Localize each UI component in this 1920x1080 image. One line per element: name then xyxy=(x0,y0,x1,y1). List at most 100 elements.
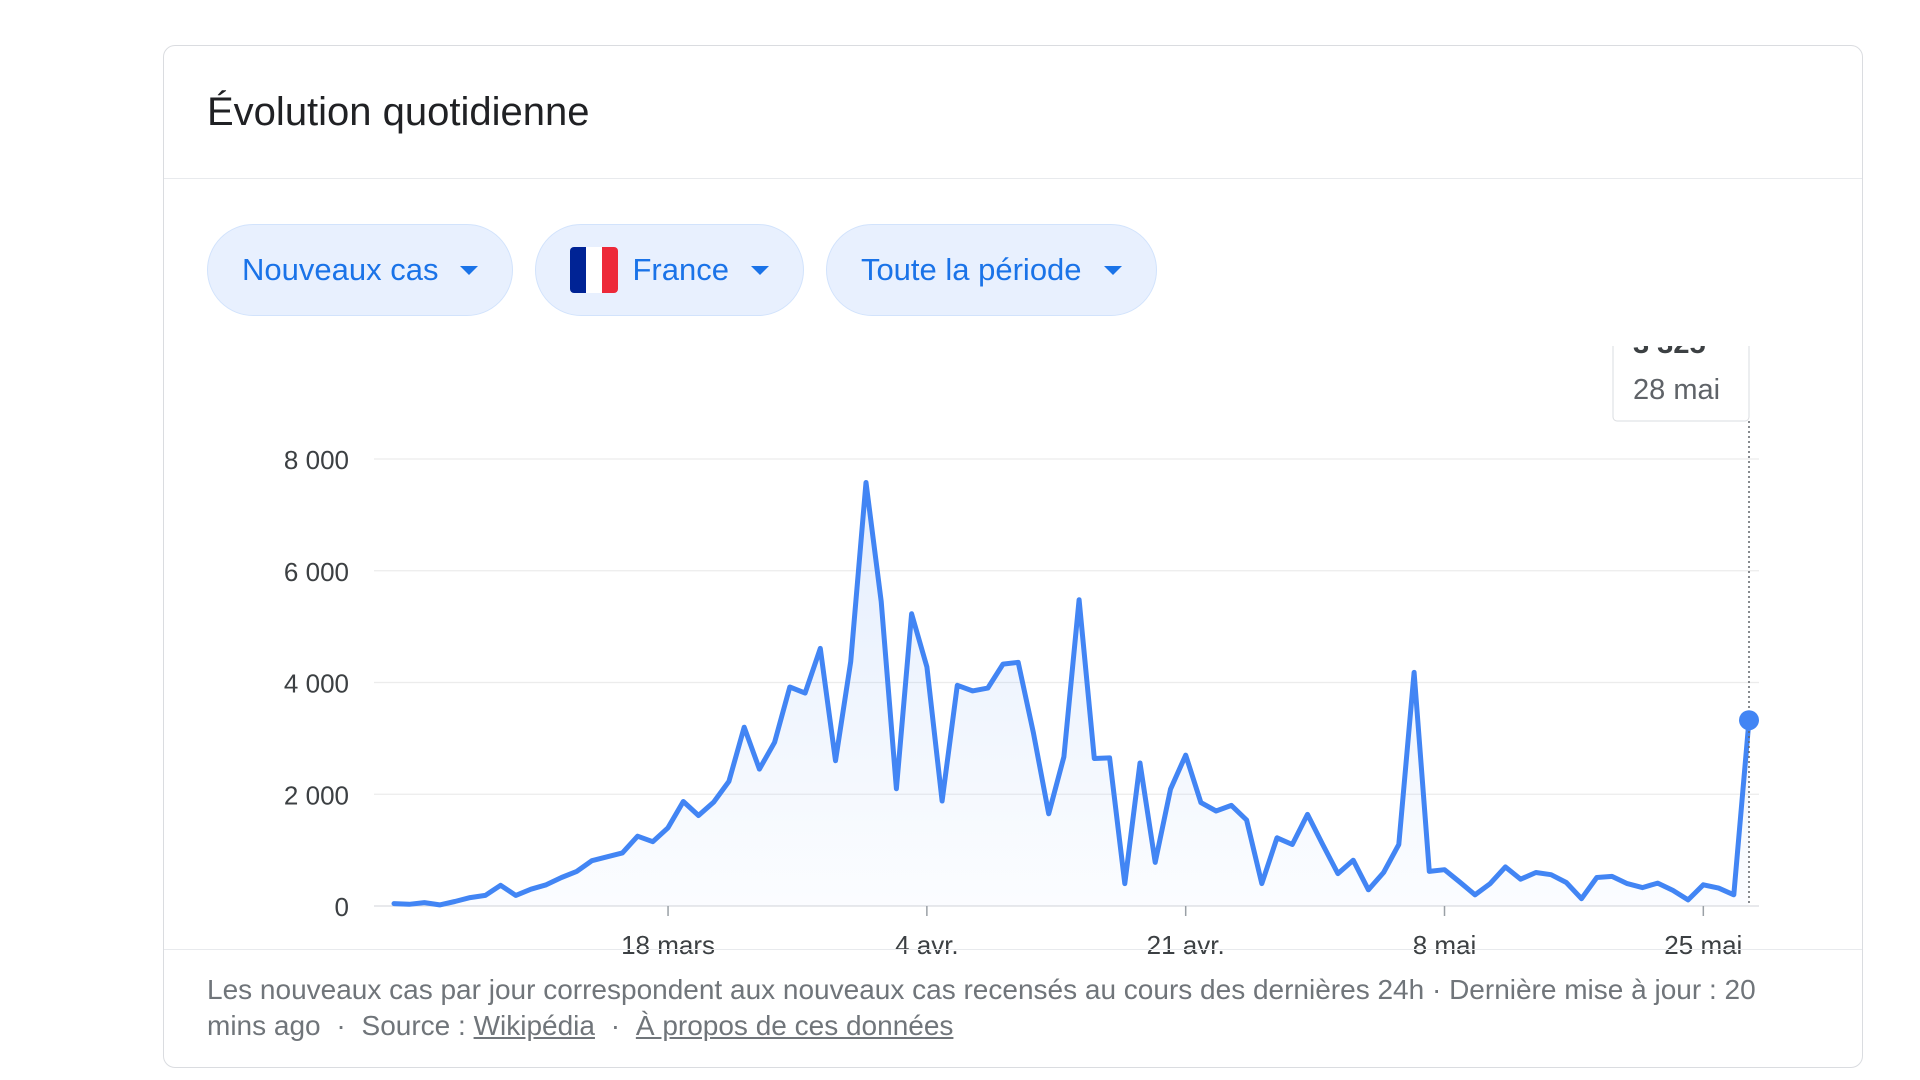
data-point[interactable] xyxy=(726,778,732,784)
data-point[interactable] xyxy=(1563,880,1569,886)
data-point[interactable] xyxy=(1579,896,1585,902)
data-point[interactable] xyxy=(635,833,641,839)
data-point[interactable] xyxy=(1472,892,1478,898)
data-point[interactable] xyxy=(954,682,960,688)
data-point[interactable] xyxy=(1365,887,1371,893)
data-point[interactable] xyxy=(1289,842,1295,848)
data-point[interactable] xyxy=(1076,597,1082,603)
data-point[interactable] xyxy=(1046,811,1052,817)
data-point[interactable] xyxy=(452,899,458,905)
data-point[interactable] xyxy=(437,902,443,908)
data-point[interactable] xyxy=(604,854,610,860)
data-point[interactable] xyxy=(833,758,839,764)
data-point[interactable] xyxy=(1670,887,1676,893)
data-point[interactable] xyxy=(391,901,397,907)
data-point[interactable] xyxy=(1335,871,1341,877)
data-point[interactable] xyxy=(1457,879,1463,885)
data-point[interactable] xyxy=(848,659,854,665)
data-point[interactable] xyxy=(1061,754,1067,760)
data-point[interactable] xyxy=(1442,867,1448,873)
data-point[interactable] xyxy=(1731,892,1737,898)
data-point[interactable] xyxy=(1655,880,1661,886)
data-point[interactable] xyxy=(1167,786,1173,792)
data-point[interactable] xyxy=(1624,881,1630,887)
data-point[interactable] xyxy=(1685,897,1691,903)
data-point[interactable] xyxy=(787,684,793,690)
data-point[interactable] xyxy=(650,839,656,845)
data-point[interactable] xyxy=(1518,876,1524,882)
data-point[interactable] xyxy=(1198,800,1204,806)
data-point[interactable] xyxy=(1152,859,1158,865)
data-point[interactable] xyxy=(1716,885,1722,891)
data-point[interactable] xyxy=(1213,808,1219,814)
data-point[interactable] xyxy=(1548,872,1554,878)
data-point[interactable] xyxy=(924,664,930,670)
data-point[interactable] xyxy=(802,690,808,696)
daily-cases-chart[interactable]: 0 2 000 4 000 6 000 8 000 18 mars 4 avr. 21 avr… xyxy=(164,312,1864,986)
data-point[interactable] xyxy=(1411,669,1417,675)
data-point[interactable] xyxy=(878,598,884,604)
data-point[interactable] xyxy=(695,812,701,818)
data-point[interactable] xyxy=(1533,869,1539,875)
data-point[interactable] xyxy=(406,901,412,907)
data-point[interactable] xyxy=(1183,752,1189,758)
data-point[interactable] xyxy=(1244,817,1250,823)
data-point[interactable] xyxy=(1609,873,1615,879)
data-point[interactable] xyxy=(741,724,747,730)
data-point[interactable] xyxy=(574,868,580,874)
data-point[interactable] xyxy=(558,875,564,881)
data-point[interactable] xyxy=(1228,802,1234,808)
metric-dropdown[interactable]: Nouveaux cas xyxy=(207,224,514,316)
period-dropdown[interactable]: Toute la période xyxy=(825,224,1157,316)
data-point[interactable] xyxy=(528,886,534,892)
wikipedia-link[interactable]: Wikipédia xyxy=(473,1010,595,1041)
data-point[interactable] xyxy=(513,892,519,898)
data-point[interactable] xyxy=(863,479,869,485)
data-point[interactable] xyxy=(1304,811,1310,817)
data-point[interactable] xyxy=(1122,881,1128,887)
series-line xyxy=(391,480,1752,908)
data-point[interactable] xyxy=(1030,730,1036,736)
data-point[interactable] xyxy=(1502,864,1508,870)
data-point[interactable] xyxy=(543,882,549,888)
data-point[interactable] xyxy=(1396,842,1402,848)
about-data-link[interactable]: À propos de ces données xyxy=(635,1010,954,1041)
data-point[interactable] xyxy=(1137,760,1143,766)
data-point[interactable] xyxy=(1700,882,1706,888)
data-point[interactable] xyxy=(1594,875,1600,881)
data-point[interactable] xyxy=(711,799,717,805)
card-header: Évolution quotidienne xyxy=(164,46,1862,179)
data-point[interactable] xyxy=(970,688,976,694)
data-point[interactable] xyxy=(893,786,899,792)
data-point[interactable] xyxy=(1000,661,1006,667)
data-point[interactable] xyxy=(1015,659,1021,665)
data-point[interactable] xyxy=(619,850,625,856)
data-point[interactable] xyxy=(939,798,945,804)
data-point[interactable] xyxy=(1107,755,1113,761)
data-point[interactable] xyxy=(482,892,488,898)
data-point[interactable] xyxy=(909,611,915,617)
data-point[interactable] xyxy=(1320,842,1326,848)
data-point[interactable] xyxy=(665,825,671,831)
data-point[interactable] xyxy=(1426,868,1432,874)
data-point[interactable] xyxy=(467,895,473,901)
x-tick-label: 4 avr. xyxy=(895,930,959,960)
data-point[interactable] xyxy=(589,858,595,864)
highlighted-data-point[interactable] xyxy=(1739,710,1759,731)
country-dropdown[interactable]: France xyxy=(535,224,804,316)
data-point[interactable] xyxy=(1381,869,1387,875)
data-point[interactable] xyxy=(756,766,762,772)
data-point[interactable] xyxy=(498,882,504,888)
data-point[interactable] xyxy=(1091,755,1097,761)
chart-area[interactable]: 0 2 000 4 000 6 000 8 000 18 mars 4 avr. 21 avr… xyxy=(164,312,1864,986)
data-point[interactable] xyxy=(1274,835,1280,841)
data-point[interactable] xyxy=(421,900,427,906)
data-point[interactable] xyxy=(1487,881,1493,887)
data-point[interactable] xyxy=(1350,857,1356,863)
data-point[interactable] xyxy=(680,799,686,805)
data-point[interactable] xyxy=(817,645,823,651)
data-point[interactable] xyxy=(1259,881,1265,887)
data-point[interactable] xyxy=(1639,885,1645,891)
data-point[interactable] xyxy=(985,685,991,691)
data-point[interactable] xyxy=(772,739,778,745)
